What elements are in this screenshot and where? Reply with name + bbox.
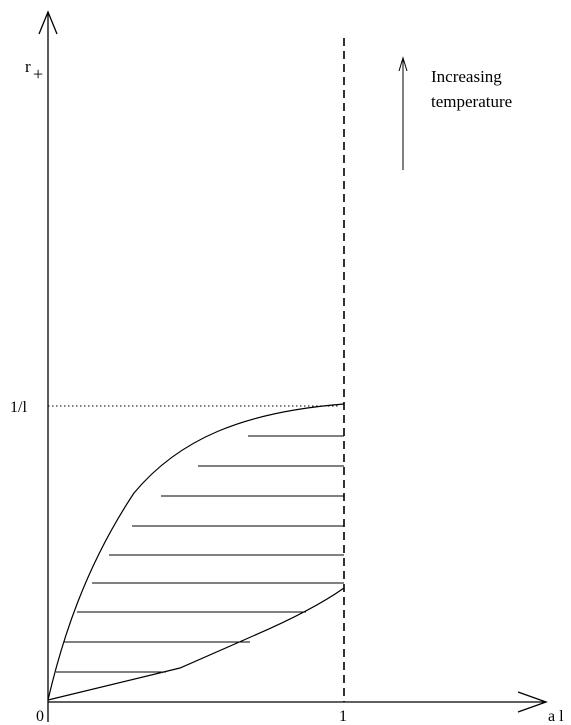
x-axis-label: a l xyxy=(548,708,564,725)
x-tick-0-label: 0 xyxy=(36,708,44,725)
hatched-region xyxy=(56,435,344,673)
x-tick-1-label: 1 xyxy=(339,708,347,725)
y-axis-label: r xyxy=(25,57,31,76)
temperature-arrowhead xyxy=(398,56,408,72)
annotation-increasing: Increasing xyxy=(431,67,502,86)
y-axis-arrowhead xyxy=(38,10,58,35)
y-axis-label-subscript: + xyxy=(33,64,43,84)
annotation-temperature: temperature xyxy=(431,92,512,111)
lower-boundary-curve xyxy=(47,587,345,701)
x-axis-arrowhead xyxy=(517,691,548,713)
y-tick-label: 1/l xyxy=(10,399,27,416)
upper-boundary-curve xyxy=(47,403,345,701)
